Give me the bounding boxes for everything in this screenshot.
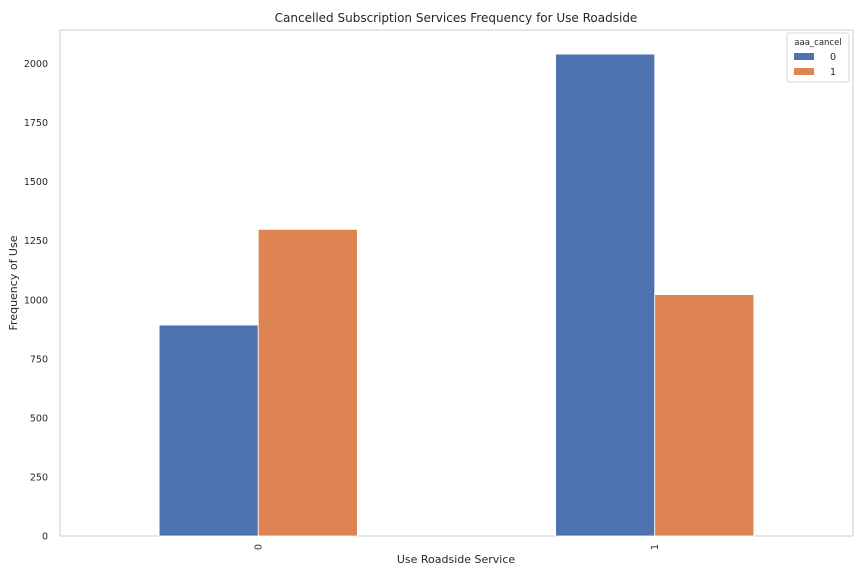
y-ticks-group: 0 250 500 750 1000 1250 1500 1750 2000 [24, 59, 48, 542]
y-tick-label: 1500 [24, 177, 48, 188]
legend-swatch-series-0 [794, 53, 814, 60]
bar-cat-1-series-0 [555, 53, 656, 537]
legend-label-series-0: 0 [830, 52, 836, 63]
y-tick-label: 1750 [24, 118, 48, 129]
bar-cat-0-series-0 [158, 324, 259, 537]
y-tick-label: 250 [30, 472, 48, 483]
y-tick-label: 1250 [24, 236, 48, 247]
y-tick-label: 500 [30, 413, 48, 424]
bar-cat-0-series-1 [257, 228, 358, 537]
x-tick-label: 0 [253, 544, 264, 550]
bars-group [158, 53, 755, 537]
legend-swatch-series-1 [794, 68, 814, 75]
bar-cat-1-series-1 [654, 294, 755, 537]
legend-label-series-1: 1 [830, 67, 836, 78]
y-tick-label: 1000 [24, 295, 48, 306]
x-axis-label: Use Roadside Service [397, 553, 516, 566]
legend: aaa_cancel 0 1 [786, 32, 850, 83]
chart-title: Cancelled Subscription Services Frequenc… [275, 11, 638, 25]
y-tick-label: 0 [42, 532, 48, 543]
y-tick-label: 2000 [24, 59, 48, 70]
y-axis-label: Frequency of Use [7, 235, 20, 330]
y-tick-label: 750 [30, 354, 48, 365]
x-tick-label: 1 [650, 544, 661, 550]
legend-title: aaa_cancel [794, 38, 841, 48]
